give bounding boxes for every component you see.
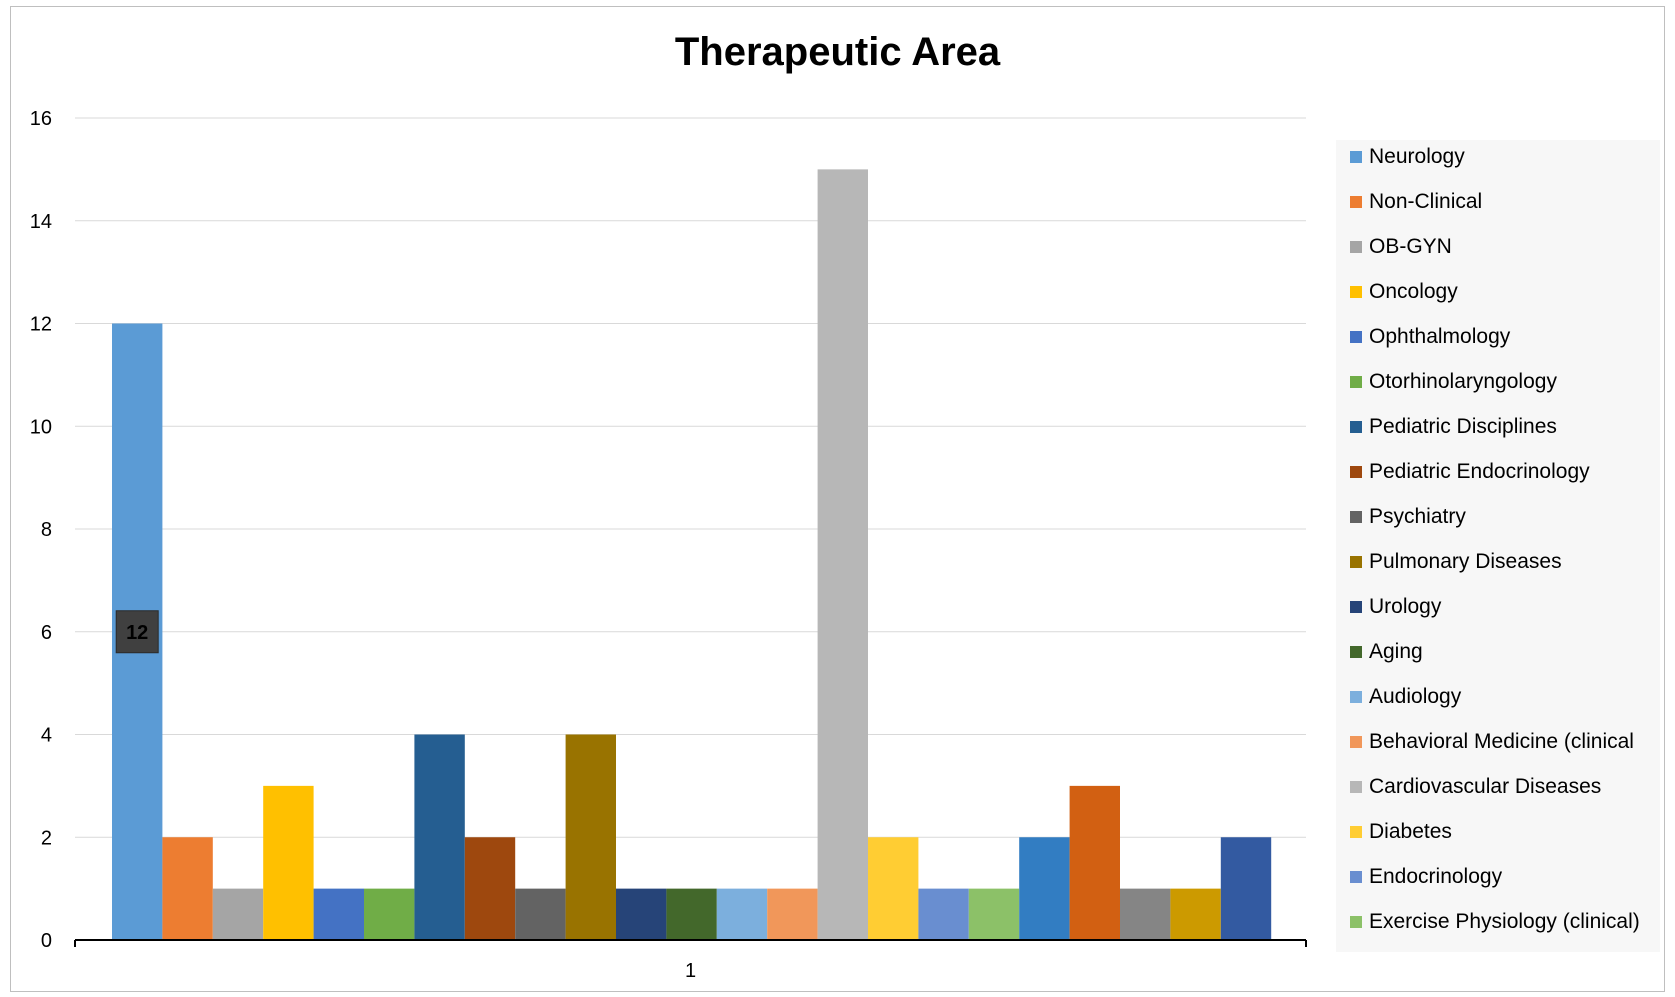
legend-swatch — [1350, 196, 1362, 208]
legend-swatch — [1350, 511, 1362, 523]
bar-series-21 — [1120, 888, 1171, 940]
legend-item: Cardiovascular Diseases — [1336, 772, 1601, 802]
legend-swatch — [1350, 331, 1362, 343]
y-tick-label: 0 — [41, 930, 52, 952]
x-tick-label: 1 — [685, 960, 696, 982]
bar-pediatric-endocrinology — [464, 837, 516, 940]
bar-psychiatry — [515, 888, 566, 940]
legend-swatch — [1350, 691, 1362, 703]
legend-item: Pediatric Disciplines — [1336, 412, 1557, 442]
bar-non-clinical — [162, 837, 213, 940]
y-tick-label: 16 — [30, 108, 52, 130]
legend-item: Otorhinolaryngology — [1336, 367, 1557, 397]
y-tick-label: 2 — [41, 827, 52, 849]
bar-series-23 — [1220, 837, 1272, 940]
legend-label: Ophthalmology — [1369, 325, 1511, 348]
legend-item: Urology — [1336, 592, 1441, 622]
bar-audiology — [716, 888, 768, 940]
legend-label: Non-Clinical — [1369, 190, 1483, 213]
legend-item: Behavioral Medicine (clinical — [1336, 727, 1634, 757]
y-tick-label: 10 — [30, 416, 52, 438]
legend-label: Pediatric Endocrinology — [1369, 460, 1590, 483]
legend-label: Oncology — [1369, 280, 1458, 303]
legend-item: Psychiatry — [1336, 502, 1466, 532]
legend-label: Urology — [1369, 595, 1442, 618]
legend-swatch — [1350, 466, 1362, 478]
bar-diabetes — [868, 837, 919, 940]
legend-item: Non-Clinical — [1336, 187, 1482, 217]
bar-aging — [666, 888, 717, 940]
legend-label: Endocrinology — [1369, 865, 1503, 888]
chart-legend: Neurology Non-Clinical OB-GYN Oncology Ophth… — [1336, 140, 1660, 952]
bar-urology — [616, 888, 667, 940]
legend-item: OB-GYN — [1336, 232, 1452, 262]
bar-series-19 — [1019, 837, 1070, 940]
legend-label: Exercise Physiology (clinical) — [1369, 910, 1640, 933]
legend-swatch — [1350, 556, 1362, 568]
bar-endocrinology — [918, 888, 969, 940]
legend-swatch — [1350, 871, 1362, 883]
legend-item: Ophthalmology — [1336, 322, 1510, 352]
bar-pediatric-disciplines — [414, 734, 465, 940]
legend-swatch — [1350, 781, 1362, 793]
legend-swatch — [1350, 151, 1362, 163]
legend-swatch — [1350, 241, 1362, 253]
bar-series-20 — [1069, 785, 1120, 940]
chart-title: Therapeutic Area — [674, 30, 1001, 74]
bar-oncology — [263, 785, 314, 940]
legend-label: Aging — [1369, 640, 1423, 663]
legend-swatch — [1350, 916, 1362, 928]
legend-item: Exercise Physiology (clinical) — [1336, 907, 1640, 937]
bar-exercise-physiology-clinical — [968, 888, 1020, 940]
legend-swatch — [1350, 376, 1362, 388]
y-tick-label: 14 — [30, 211, 52, 233]
legend-swatch — [1350, 421, 1362, 433]
legend-item: Neurology — [1336, 142, 1465, 172]
bar-cardiovascular-diseases — [817, 169, 868, 940]
legend-label: Cardiovascular Diseases — [1369, 775, 1602, 798]
bar-ob-gyn — [212, 888, 264, 940]
legend-swatch — [1350, 646, 1362, 658]
bar-series-22 — [1170, 888, 1221, 940]
legend-item: Aging — [1336, 637, 1423, 667]
legend-label: Neurology — [1369, 145, 1465, 168]
legend-item: Pediatric Endocrinology — [1336, 457, 1590, 487]
legend-label: Audiology — [1369, 685, 1462, 708]
data-label-box — [115, 610, 159, 654]
legend-item: Endocrinology — [1336, 862, 1502, 892]
y-tick-label: 4 — [41, 725, 52, 747]
legend-label: Pediatric Disciplines — [1369, 415, 1557, 438]
legend-item: Oncology — [1336, 277, 1458, 307]
bar-behavioral-medicine-clinical — [767, 888, 818, 940]
legend-swatch — [1350, 286, 1362, 298]
legend-label: Behavioral Medicine (clinical — [1369, 730, 1634, 753]
legend-swatch — [1350, 736, 1362, 748]
legend-label: Otorhinolaryngology — [1369, 370, 1557, 393]
legend-swatch — [1350, 826, 1362, 838]
bar-pulmonary-diseases — [565, 734, 616, 940]
legend-item: Audiology — [1336, 682, 1461, 712]
data-label: 12 — [126, 622, 148, 644]
y-tick-label: 12 — [30, 314, 52, 336]
legend-item: Pulmonary Diseases — [1336, 547, 1562, 577]
legend-label: Pulmonary Diseases — [1369, 550, 1562, 573]
bar-otorhinolaryngology — [364, 888, 415, 940]
legend-label: Psychiatry — [1369, 505, 1466, 528]
legend-item: Diabetes — [1336, 817, 1452, 847]
y-tick-label: 8 — [41, 519, 52, 541]
y-tick-label: 6 — [41, 622, 52, 644]
legend-label: OB-GYN — [1369, 235, 1452, 258]
bar-ophthalmology — [313, 888, 364, 940]
legend-label: Diabetes — [1369, 820, 1452, 843]
legend-swatch — [1350, 601, 1362, 613]
